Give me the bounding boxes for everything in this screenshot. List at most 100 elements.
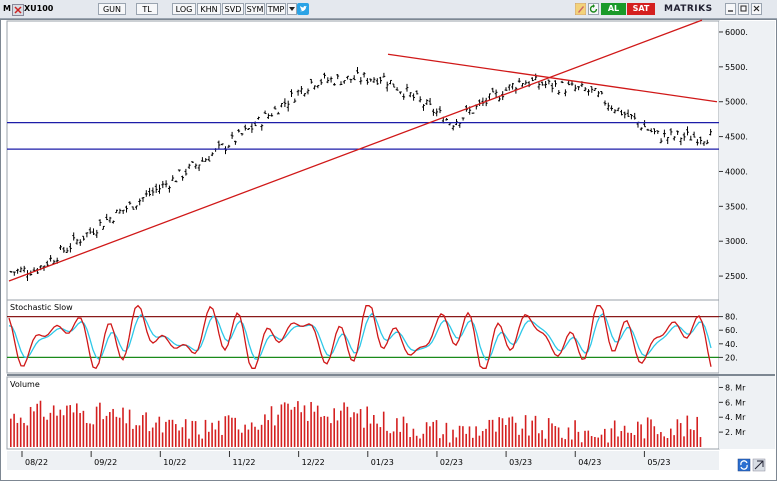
- price-bar: [283, 98, 287, 108]
- price-trend-lines: [7, 19, 719, 282]
- price-bar: [705, 139, 709, 145]
- price-bar: [234, 140, 237, 145]
- menu-m-button[interactable]: M: [3, 4, 11, 13]
- price-bar: [339, 81, 343, 86]
- price-bar: [408, 92, 412, 98]
- price-bar: [227, 144, 231, 148]
- volume-bar: [531, 420, 533, 447]
- volume-bar: [277, 414, 279, 447]
- price-bar: [435, 108, 439, 117]
- chevron-down-icon[interactable]: [287, 3, 297, 15]
- volume-y-tick-label: 8. Mr: [725, 383, 746, 392]
- volume-bar: [349, 417, 352, 447]
- log-button[interactable]: LOG: [172, 3, 196, 15]
- sell-sat-button[interactable]: SAT: [627, 3, 655, 15]
- price-bar: [362, 72, 366, 78]
- volume-bar: [402, 416, 405, 447]
- window-close-icon[interactable]: [751, 3, 762, 15]
- volume-bar: [29, 406, 32, 447]
- price-bar: [273, 105, 277, 110]
- volume-bar: [462, 426, 464, 447]
- price-bar: [554, 80, 557, 87]
- volume-bar: [419, 438, 421, 447]
- volume-bar: [105, 415, 108, 447]
- volume-bar: [161, 432, 164, 447]
- volume-bar: [696, 416, 698, 447]
- volume-bar: [607, 442, 609, 447]
- sym-button[interactable]: SYM: [245, 3, 265, 15]
- buy-al-button[interactable]: AL: [601, 3, 626, 15]
- volume-bar: [415, 435, 418, 447]
- price-bar: [676, 130, 679, 135]
- volume-bar: [184, 419, 187, 447]
- currency-tl-button[interactable]: TL: [136, 3, 158, 15]
- price-bar: [115, 209, 118, 214]
- pencil-icon[interactable]: [574, 2, 587, 16]
- price-bar: [560, 80, 564, 84]
- volume-bar: [511, 416, 514, 447]
- volume-bar: [518, 434, 520, 447]
- volume-bar: [79, 413, 81, 447]
- volume-bar: [445, 422, 448, 447]
- volume-bar: [683, 436, 685, 447]
- window-minimize-icon[interactable]: [725, 3, 736, 15]
- volume-bar: [597, 437, 599, 447]
- volume-bar: [201, 438, 203, 447]
- symbol-close-icon[interactable]: [12, 4, 24, 16]
- chart-area[interactable]: 6000. 5500. 5000. 4500. 4000. 3500. 3000. 2500.…: [0, 19, 777, 481]
- volume-bar: [524, 415, 527, 447]
- price-bar: [128, 201, 132, 205]
- price-bar: [405, 83, 409, 92]
- uptrend-line[interactable]: [8, 19, 703, 282]
- tmp-button[interactable]: TMP: [266, 3, 286, 15]
- window-maximize-icon[interactable]: [738, 3, 749, 15]
- period-gun-button[interactable]: GUN: [98, 3, 126, 15]
- volume-bar: [171, 419, 174, 447]
- svd-button[interactable]: SVD: [222, 3, 244, 15]
- price-bars: [9, 66, 712, 281]
- volume-bar: [112, 408, 114, 447]
- volume-bar: [188, 438, 190, 447]
- volume-bar: [485, 428, 487, 447]
- price-panel: [6, 20, 720, 301]
- volume-bar: [135, 425, 137, 447]
- price-bar: [154, 183, 158, 193]
- volume-bar: [138, 425, 141, 447]
- price-bar: [263, 110, 267, 115]
- price-bar: [570, 80, 574, 86]
- volume-bar: [241, 432, 243, 447]
- volume-bar: [52, 405, 55, 447]
- price-bar: [606, 102, 610, 111]
- volume-bar: [366, 406, 368, 447]
- oscillator-y-tick-label: 80.: [725, 313, 738, 322]
- volume-bar: [336, 420, 339, 447]
- refresh-icon[interactable]: [588, 3, 599, 15]
- khn-button[interactable]: KHN: [197, 3, 221, 15]
- volume-bar: [620, 431, 623, 447]
- x-tick-label: 12/22: [302, 458, 325, 467]
- price-bar: [547, 79, 551, 85]
- price-bar: [461, 117, 465, 121]
- price-bar: [616, 107, 620, 112]
- oscillator-y-tick-label: 60.: [725, 326, 738, 335]
- price-bar: [237, 129, 241, 133]
- price-bar: [164, 180, 168, 188]
- volume-bar: [16, 422, 19, 447]
- price-bar: [267, 113, 270, 119]
- price-bar: [12, 271, 16, 276]
- volume-bar: [501, 418, 504, 447]
- volume-bar: [46, 419, 48, 447]
- price-bar: [669, 128, 673, 136]
- symbol-label[interactable]: XU100: [24, 4, 54, 13]
- sync-icon[interactable]: [737, 458, 751, 472]
- downtrend-line[interactable]: [387, 53, 718, 103]
- price-bar: [511, 82, 514, 90]
- price-bar: [633, 112, 637, 120]
- price-bar: [257, 116, 260, 120]
- volume-bar: [547, 418, 550, 447]
- volume-bar: [39, 400, 42, 447]
- volume-y-tick-label: 4. Mr: [725, 413, 746, 422]
- twitter-icon[interactable]: [297, 3, 309, 15]
- zoom-icon[interactable]: [752, 458, 766, 472]
- volume-bar: [554, 426, 557, 447]
